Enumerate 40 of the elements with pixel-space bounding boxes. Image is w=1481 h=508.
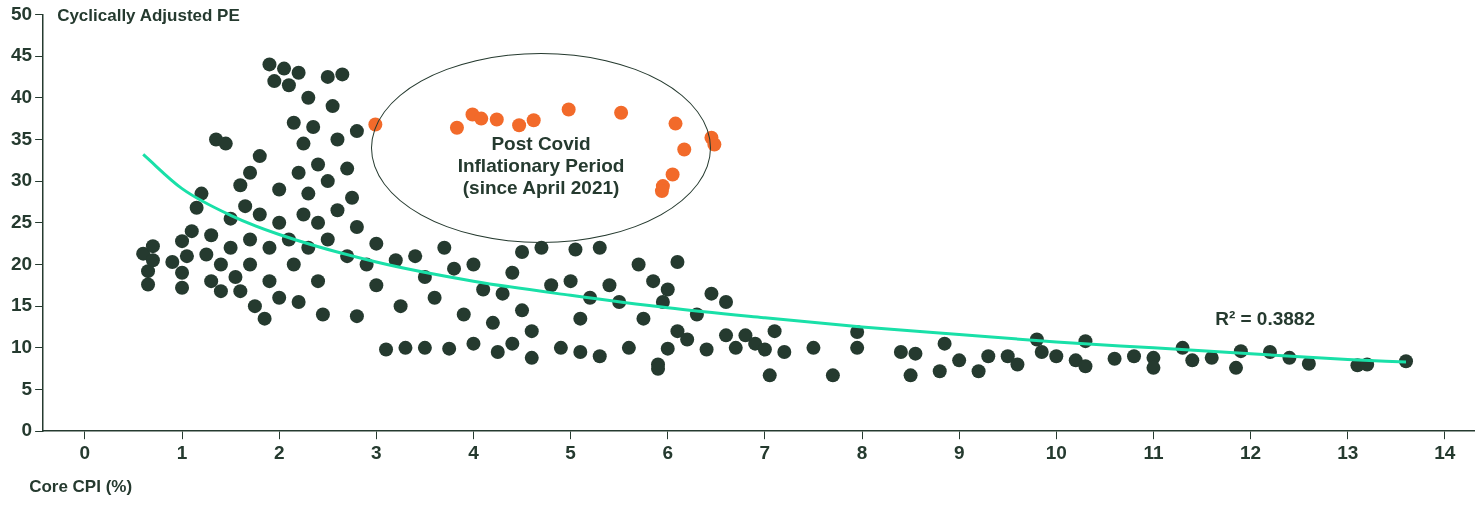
x-tick-label: 10: [1045, 441, 1067, 463]
x-tick-label: 0: [79, 441, 91, 463]
y-tick-label: 20: [10, 252, 33, 274]
point: [614, 105, 629, 120]
x-tick-label: 13: [1337, 441, 1359, 463]
point: [474, 111, 489, 126]
y-tick-label: 15: [10, 294, 33, 316]
point: [668, 116, 683, 131]
x-tick-label: 9: [953, 441, 965, 463]
y-tick-label: 35: [10, 127, 33, 149]
point: [677, 142, 692, 157]
y-tick-label: 25: [10, 211, 33, 233]
annotation: Post Covid Inflationary Period (since April 2021): [456, 132, 626, 199]
x-tick-label: 1: [176, 441, 188, 463]
y-tick-label: 30: [10, 169, 33, 191]
x-tick-label: 5: [565, 441, 577, 463]
x-tick-label: 4: [468, 441, 480, 463]
point: [449, 120, 464, 135]
y-axis-title: Cyclically Adjusted PE: [57, 6, 240, 27]
point: [512, 118, 527, 133]
x-tick-label: 7: [759, 441, 771, 463]
x-tick-label: 2: [273, 441, 285, 463]
point: [526, 113, 541, 128]
y-tick-label: 50: [10, 2, 33, 24]
point: [489, 112, 504, 127]
y-tick-label: 45: [10, 44, 33, 66]
annotation: R² = 0.3882: [1215, 308, 1315, 331]
point: [665, 167, 680, 182]
y-tick-label: 40: [10, 85, 33, 107]
x-tick-label: 3: [371, 441, 382, 463]
x-tick-label: 6: [662, 441, 674, 463]
point: [561, 102, 576, 117]
x-tick-label: 12: [1240, 441, 1262, 463]
y-tick-label: 10: [10, 336, 33, 358]
y-tick-label: 5: [21, 377, 33, 399]
x-tick-label: 11: [1143, 441, 1164, 463]
y-tick-label: 0: [21, 419, 33, 441]
x-tick-label: 14: [1434, 441, 1456, 463]
x-tick-label: 8: [856, 441, 868, 463]
x-axis-title: Core CPI (%): [29, 477, 133, 498]
